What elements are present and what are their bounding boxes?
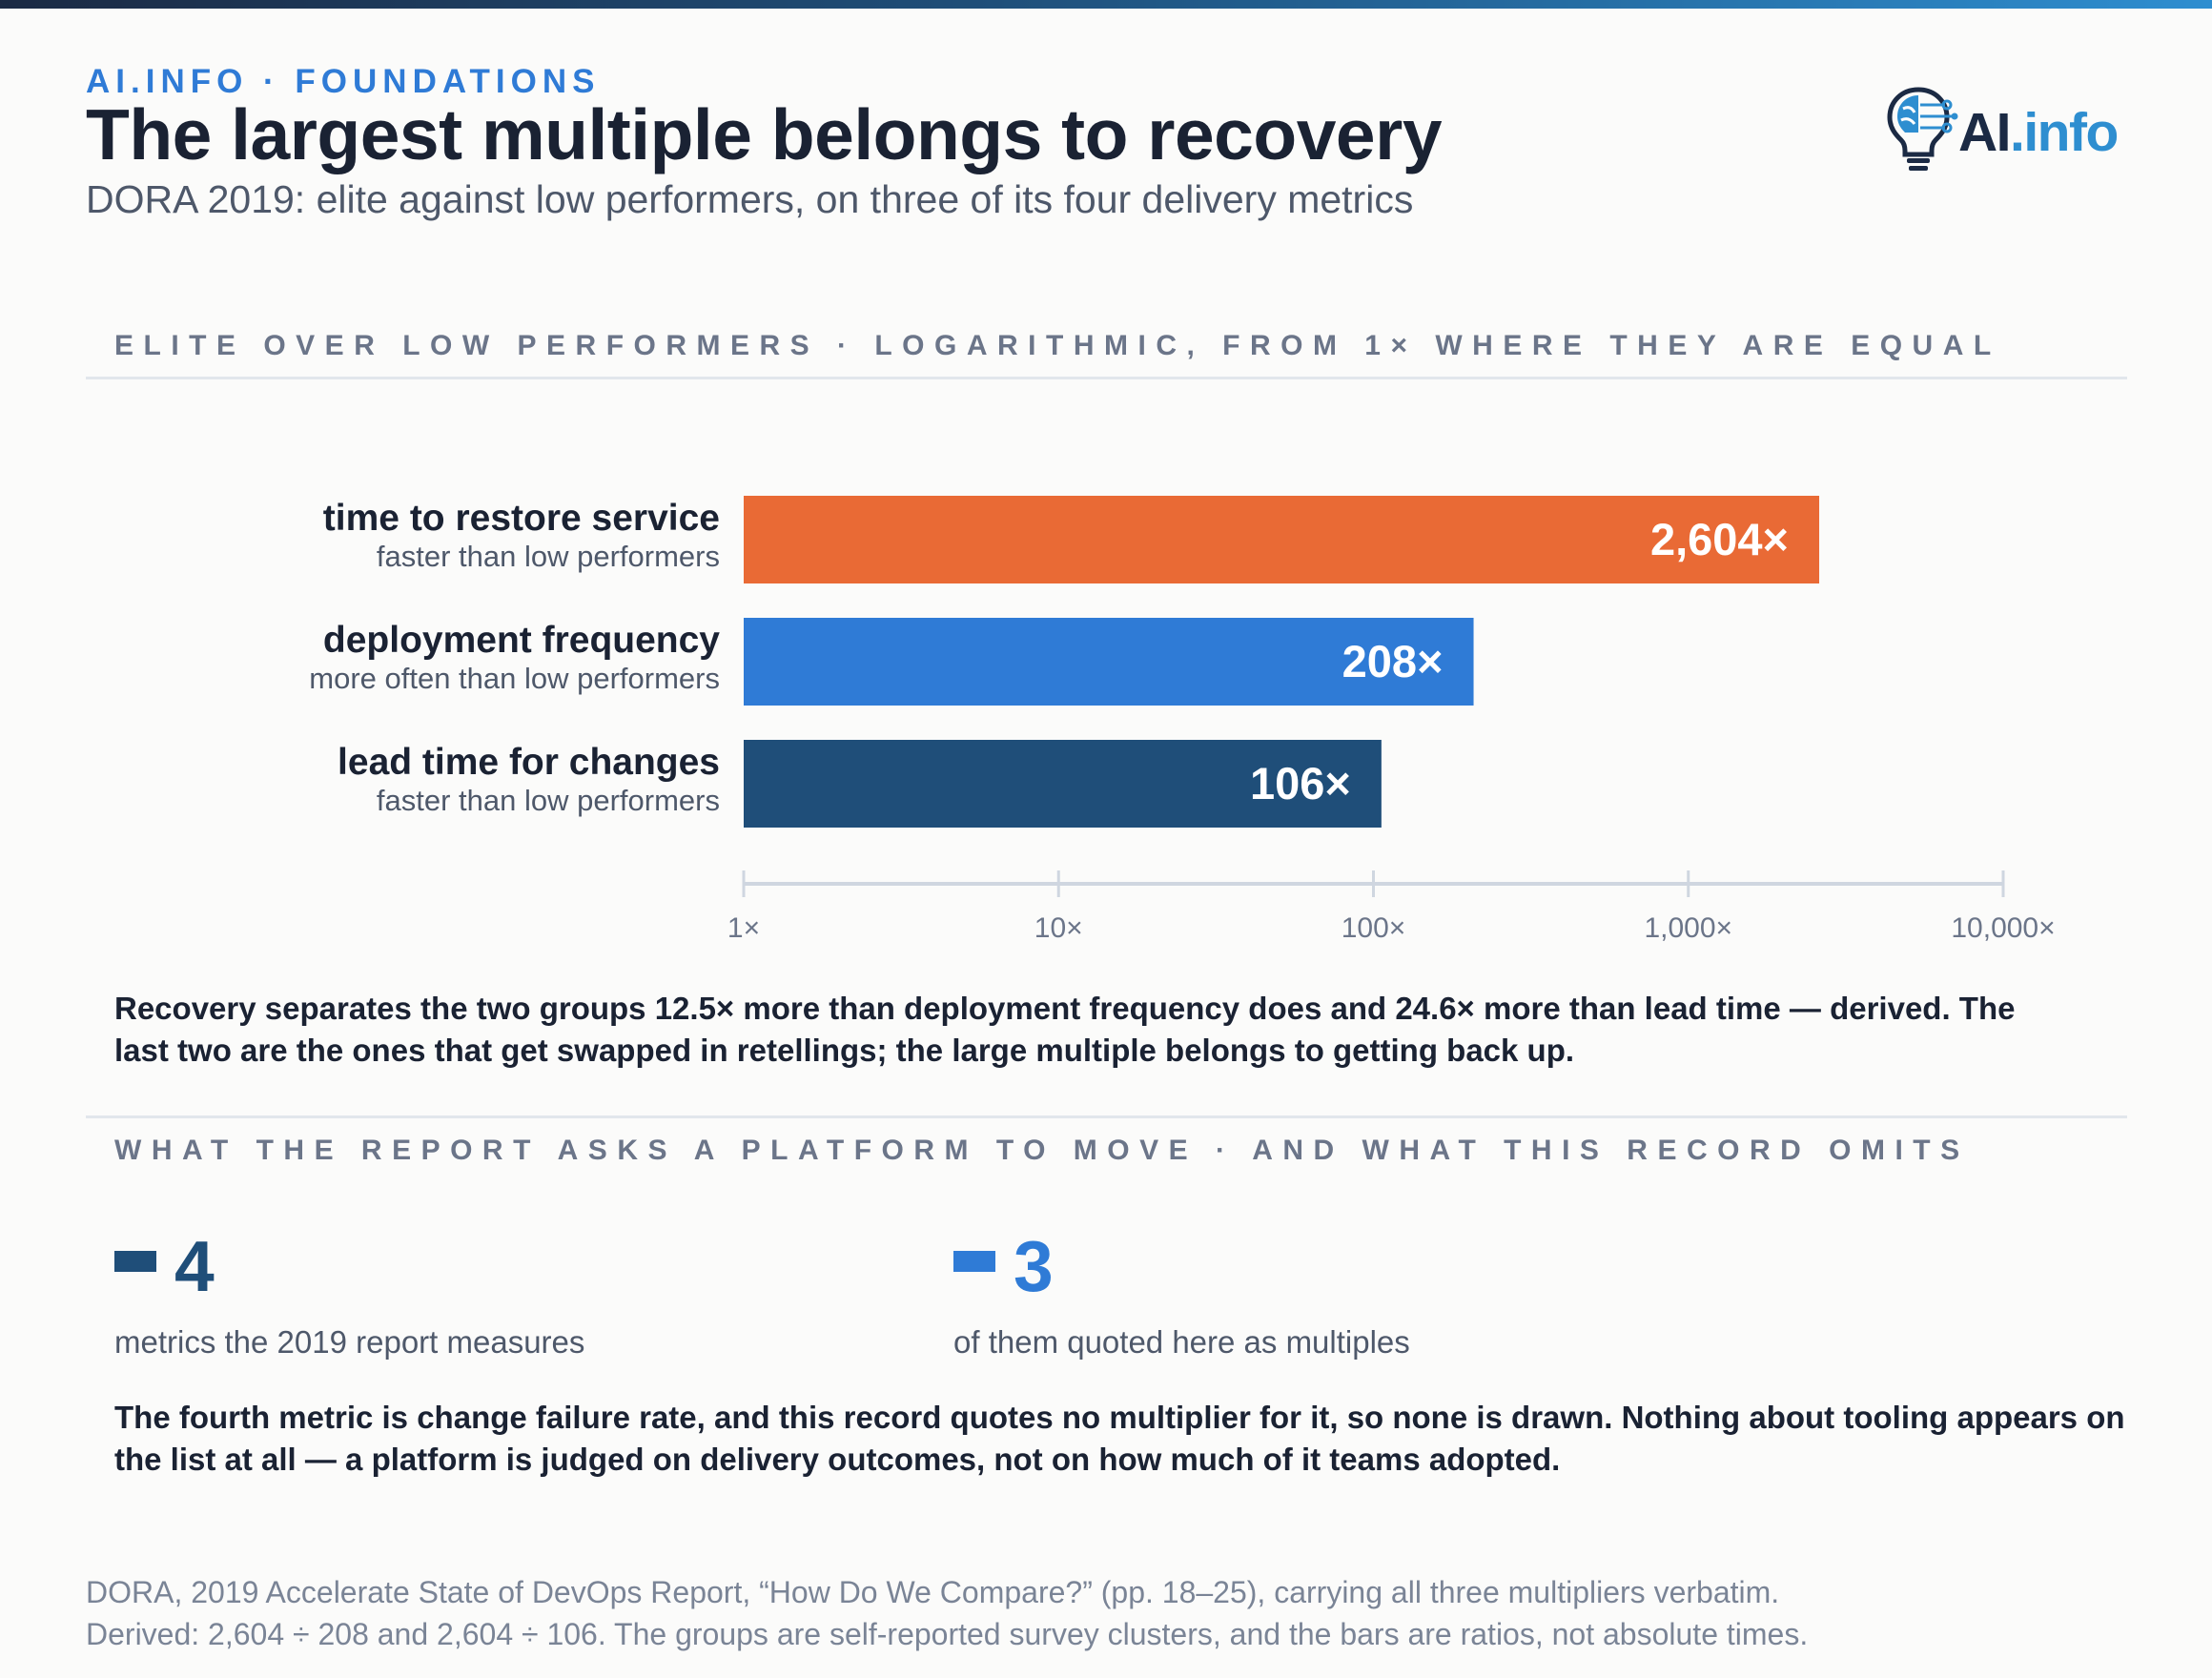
stat-value: 3 xyxy=(1014,1226,1054,1306)
stat-value: 4 xyxy=(174,1226,215,1306)
source-note: DORA, 2019 Accelerate State of DevOps Re… xyxy=(86,1571,2126,1655)
stat-swatch xyxy=(114,1251,156,1272)
stat-label: metrics the 2019 report measures xyxy=(114,1324,585,1360)
logo-wordmark: AI.info xyxy=(1958,101,2119,164)
bar xyxy=(744,496,1820,583)
source-line: Derived: 2,604 ÷ 208 and 2,604 ÷ 106. Th… xyxy=(86,1617,1809,1651)
note-text: The fourth metric is change failure rate… xyxy=(114,1400,2125,1477)
x-tick-label: 10× xyxy=(1034,912,1083,944)
category-subtitle: faster than low performers xyxy=(376,784,720,817)
source-line: DORA, 2019 Accelerate State of DevOps Re… xyxy=(86,1575,1780,1609)
category-label: lead time for changes xyxy=(338,742,720,783)
stat-swatch xyxy=(953,1251,995,1272)
section-label-chart: ELITE OVER LOW PERFORMERS · LOGARITHMIC,… xyxy=(114,330,2001,361)
finding-text: Recovery separates the two groups 12.5× … xyxy=(114,991,2016,1068)
logo-ai-text: AI xyxy=(1958,102,2012,163)
category-subtitle: faster than low performers xyxy=(376,540,720,573)
page-title: The largest multiple belongs to recovery xyxy=(86,94,1443,174)
x-tick-label: 1,000× xyxy=(1644,912,1732,944)
divider-rule xyxy=(86,377,2127,379)
category-label-group: deployment frequency more often than low… xyxy=(309,620,720,696)
category-label: deployment frequency xyxy=(322,620,720,661)
divider-rule xyxy=(86,1115,2127,1118)
category-label-group: lead time for changes faster than low pe… xyxy=(338,742,720,818)
ai-info-logo: AI.info xyxy=(1882,84,2130,175)
bar-value-label: 2,604× xyxy=(1650,514,1789,564)
logo-info-text: .info xyxy=(2010,102,2119,163)
x-tick-label: 10,000× xyxy=(1951,912,2055,944)
category-subtitle: more often than low performers xyxy=(309,662,720,695)
eyebrow-label: AI.INFO · FOUNDATIONS xyxy=(86,63,601,100)
x-tick-label: 100× xyxy=(1342,912,1406,944)
section-label-stats: WHAT THE REPORT ASKS A PLATFORM TO MOVE … xyxy=(114,1135,1970,1166)
category-label-group: time to restore service faster than low … xyxy=(323,498,720,574)
bar-chart: 2,604× 208× 106× 1× 10× 100× 1,000× 10,000× xyxy=(727,496,2056,944)
top-accent-bar xyxy=(0,0,2212,9)
lightbulb-brain-icon xyxy=(1887,87,1958,171)
bar xyxy=(744,740,1382,828)
category-label: time to restore service xyxy=(322,498,720,539)
bar xyxy=(744,618,1474,706)
stat-label: of them quoted here as multiples xyxy=(953,1324,1410,1360)
x-tick-label: 1× xyxy=(727,912,760,944)
bar-value-label: 106× xyxy=(1250,758,1351,808)
bar-value-label: 208× xyxy=(1342,636,1444,686)
page-subtitle: DORA 2019: elite against low performers,… xyxy=(86,177,1414,221)
